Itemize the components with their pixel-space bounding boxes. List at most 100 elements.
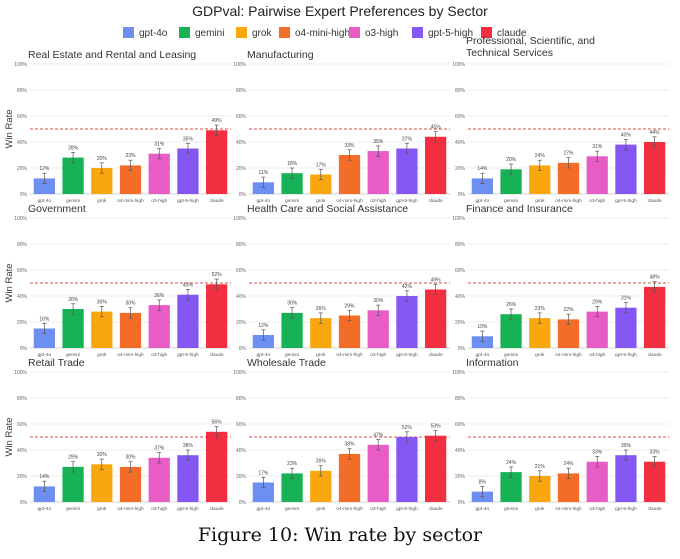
panel-2-xtick-o3-high: o3-high [370, 198, 386, 204]
panel-7-ytick: 0% [20, 500, 28, 506]
panel-4-xtick-gpt-5-high: gpt-5-high [177, 352, 199, 358]
legend-label-grok: grok [252, 28, 272, 39]
panel-7-data-label-gemini: 29% [68, 455, 79, 461]
panel-7-xtick-grok: grok [97, 506, 107, 512]
panel-1-xtick-o4-mini-high: o4-mini-high [117, 198, 144, 204]
panel-5-xtick-grok: grok [316, 352, 326, 358]
panel-9-xtick-gpt-5-high: gpt-5-high [615, 506, 637, 512]
panel-1-bar-gpt-5-high [177, 148, 199, 194]
panel-2-xtick-grok: grok [316, 198, 326, 204]
panel-2-ytick: 40% [236, 140, 247, 146]
panel-4-data-label-claude: 52% [212, 272, 223, 278]
panel-3-xtick-gpt-4o: gpt-4o [476, 198, 490, 204]
panel-7-data-label-grok: 30% [97, 452, 108, 458]
panel-4-ytick: 80% [17, 242, 28, 248]
panel-3-xtick-o4-mini-high: o4-mini-high [555, 198, 582, 204]
panel-6-ytick: 60% [455, 268, 466, 274]
panel-1-xtick-gpt-5-high: gpt-5-high [177, 198, 199, 204]
panel-3-bar-gpt-5-high [615, 144, 637, 194]
panel-5-xtick-gpt-4o: gpt-4o [257, 352, 271, 358]
panel-1-xtick-gpt-4o: gpt-4o [38, 198, 52, 204]
panel-5-bar-o3-high [367, 310, 389, 348]
panel-2-bar-gemini [281, 173, 303, 194]
panel-2-data-label-gpt-5-high: 37% [402, 136, 413, 142]
panel-3-title: Technical Services [466, 47, 553, 59]
panel-9-data-label-o4-mini-high: 24% [563, 461, 574, 467]
panel-4-xtick-claude: claude [210, 352, 224, 358]
panel-7-data-label-gpt-4o: 14% [39, 474, 50, 480]
panel-2-bar-grok [310, 174, 332, 194]
panel-9-ytick: 60% [455, 422, 466, 428]
panel-1-data-label-claude: 49% [212, 118, 223, 124]
panel-9-data-label-gpt-4o: 8% [479, 479, 487, 485]
panel-2-data-label-gpt-4o: 11% [259, 170, 269, 176]
panel-3-ytick: 60% [455, 114, 466, 120]
panel-6-ytick: 20% [455, 320, 466, 326]
panel-6-xtick-claude: claude [648, 352, 662, 358]
panel-2-ytick: 80% [236, 88, 247, 94]
panel-9-xtick-gpt-4o: gpt-4o [476, 506, 490, 512]
legend-swatch-o3-high [349, 27, 360, 38]
panel-7-xtick-gpt-5-high: gpt-5-high [177, 506, 199, 512]
panel-9-data-label-claude: 33% [650, 450, 661, 456]
panel-3-ytick: 80% [455, 88, 466, 94]
panel-4-data-label-grok: 30% [97, 299, 108, 305]
panel-2-ytick: 60% [236, 114, 247, 120]
panel-2-xtick-gemini: gemini [285, 198, 299, 204]
panel-7-xtick-claude: claude [210, 506, 224, 512]
panel-9-xtick-gemini: gemini [504, 506, 518, 512]
ylabel-row-1: Win Rate [4, 109, 15, 148]
panel-8-ytick: 80% [236, 396, 247, 402]
panel-1-data-label-gpt-5-high: 35% [183, 136, 194, 142]
panel-3-bar-o4-mini-high [557, 162, 580, 194]
panel-4-data-label-o4-mini-high: 30% [125, 301, 136, 307]
panel-4-bar-claude [206, 284, 228, 348]
panel-2-ytick: 0% [239, 192, 247, 198]
panel-6-ytick: 0% [458, 346, 466, 352]
panel-6-ytick: 100% [452, 216, 465, 222]
panel-7-ytick: 80% [17, 396, 28, 402]
panel-9-ytick: 80% [455, 396, 466, 402]
panel-8-data-label-o4-mini-high: 38% [344, 442, 355, 448]
panel-1-ytick: 40% [17, 140, 28, 146]
panel-8-bar-gemini [281, 473, 303, 502]
panel-8-ytick: 20% [236, 474, 247, 480]
panel-7-data-label-claude: 56% [212, 420, 223, 426]
panel-2-xtick-o4-mini-high: o4-mini-high [336, 198, 363, 204]
figure-title: GDPval: Pairwise Expert Preferences by S… [192, 3, 488, 19]
panel-9-xtick-o4-mini-high: o4-mini-high [555, 506, 582, 512]
panel-1-xtick-o3-high: o3-high [151, 198, 167, 204]
panel-5-bar-claude [425, 289, 447, 348]
panel-7-xtick-gpt-4o: gpt-4o [38, 506, 52, 512]
panel-2-xtick-gpt-4o: gpt-4o [257, 198, 271, 204]
panel-4-bar-o4-mini-high [119, 312, 142, 348]
panel-3-bar-claude [644, 142, 666, 194]
panel-3-xtick-grok: grok [535, 198, 545, 204]
panel-9-data-label-grok: 21% [535, 464, 546, 470]
panel-7-xtick-o4-mini-high: o4-mini-high [117, 506, 144, 512]
panel-3-ytick: 0% [458, 192, 466, 198]
panel-3-xtick-o3-high: o3-high [589, 198, 605, 204]
panel-8-xtick-grok: grok [316, 506, 326, 512]
panel-8-data-label-gpt-4o: 17% [258, 470, 269, 476]
panel-4-data-label-gpt-5-high: 43% [183, 283, 194, 289]
panel-6-bar-gpt-4o [471, 336, 493, 348]
panel-1-xtick-grok: grok [97, 198, 107, 204]
panel-6-bar-grok [529, 318, 551, 348]
panel-9-data-label-gemini: 24% [506, 460, 517, 466]
panel-2-data-label-o3-high: 35% [373, 139, 384, 145]
panel-4-data-label-o3-high: 36% [154, 293, 165, 299]
panel-8-xtick-o4-mini-high: o4-mini-high [336, 506, 363, 512]
panel-6-data-label-gpt-4o: 10% [477, 324, 488, 330]
panel-1-bar-gpt-4o [33, 178, 55, 194]
panel-1-xtick-claude: claude [210, 198, 224, 204]
panel-9-bar-gpt-5-high [615, 455, 637, 502]
panel-4-bar-o3-high [148, 305, 170, 348]
panel-9-bar-o4-mini-high [557, 473, 580, 502]
panel-3-data-label-gemini: 20% [506, 157, 517, 163]
panel-9-bar-claude [644, 461, 666, 502]
panel-9-bar-gemini [500, 472, 522, 502]
panel-5-xtick-gpt-5-high: gpt-5-high [396, 352, 418, 358]
panel-1-data-label-o4-mini-high: 23% [125, 153, 136, 159]
